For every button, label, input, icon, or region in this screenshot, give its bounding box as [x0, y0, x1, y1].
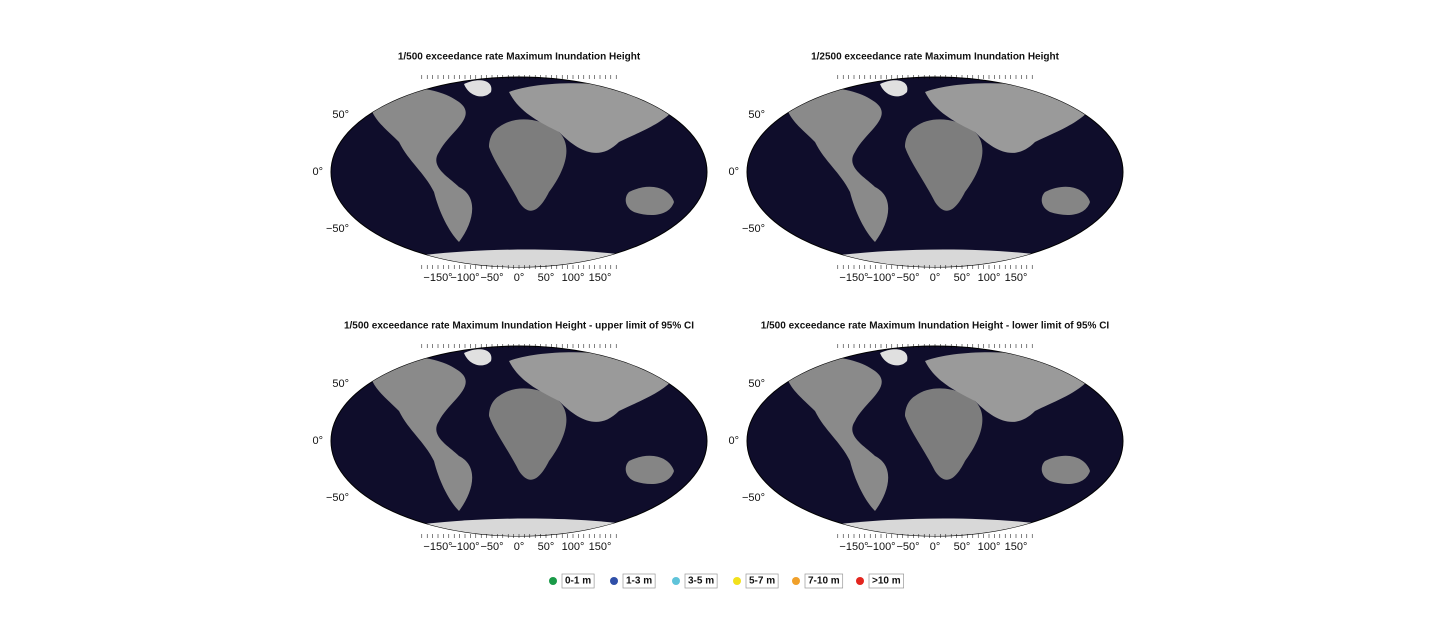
legend-label: 5-7 m: [749, 576, 775, 587]
y-tick-label: −50°: [326, 492, 349, 504]
legend-marker: [792, 577, 800, 585]
x-tick-label: −50°: [896, 272, 919, 284]
y-tick-label: 0°: [728, 166, 739, 178]
x-tick-label: 150°: [589, 272, 612, 284]
x-tick-label: 0°: [930, 541, 941, 553]
legend-box: [622, 573, 656, 589]
y-tick-label: 50°: [748, 378, 765, 390]
legend-label: 0-1 m: [565, 576, 591, 587]
legend-marker: [610, 577, 618, 585]
legend-marker: [672, 577, 680, 585]
y-tick-label: 0°: [728, 435, 739, 447]
x-tick-label: −150°: [423, 541, 452, 553]
x-tick-label: −50°: [896, 541, 919, 553]
legend-label: 1-3 m: [626, 576, 652, 587]
y-tick-label: 50°: [332, 109, 349, 121]
legend-item: 5-7 m: [733, 573, 779, 589]
panel-title: 1/500 exceedance rate Maximum Inundation…: [344, 321, 694, 332]
x-tick-label: −100°: [450, 272, 479, 284]
x-tick-label: −50°: [480, 272, 503, 284]
legend-marker: [549, 577, 557, 585]
legend-box: [684, 573, 718, 589]
legend-label: 7-10 m: [808, 576, 840, 587]
x-tick-label: 100°: [978, 272, 1001, 284]
legend-item: 7-10 m: [792, 573, 844, 589]
legend-label: 3-5 m: [688, 576, 714, 587]
legend-marker: [733, 577, 741, 585]
legend-label: >10 m: [872, 576, 901, 587]
y-tick-label: −50°: [326, 223, 349, 235]
x-tick-label: −100°: [866, 541, 895, 553]
y-tick-label: −50°: [742, 223, 765, 235]
legend-item: >10 m: [856, 573, 904, 589]
panel-title: 1/500 exceedance rate Maximum Inundation…: [761, 321, 1110, 332]
x-tick-label: 150°: [589, 541, 612, 553]
x-tick-label: 150°: [1005, 541, 1028, 553]
map-panel: 1/500 exceedance rate Maximum Inundation…: [312, 321, 708, 553]
x-tick-label: −150°: [839, 541, 868, 553]
map-panel: 1/500 exceedance rate Maximum Inundation…: [728, 321, 1124, 553]
x-tick-label: 50°: [954, 541, 971, 553]
map-panel: 1/500 exceedance rate Maximum Inundation…: [312, 52, 708, 284]
x-tick-label: 50°: [538, 541, 555, 553]
x-tick-label: −100°: [450, 541, 479, 553]
x-tick-label: 50°: [538, 272, 555, 284]
legend-item: 0-1 m: [549, 573, 595, 589]
legend-box: [868, 573, 904, 589]
y-tick-label: 50°: [748, 109, 765, 121]
legend-box: [745, 573, 779, 589]
x-tick-label: −150°: [839, 272, 868, 284]
legend-box: [804, 573, 844, 589]
x-tick-label: 0°: [514, 272, 525, 284]
y-tick-label: −50°: [742, 492, 765, 504]
y-tick-label: 0°: [312, 166, 323, 178]
x-tick-label: 0°: [514, 541, 525, 553]
legend-marker: [856, 577, 864, 585]
map-panel: 1/2500 exceedance rate Maximum Inundatio…: [728, 52, 1124, 284]
x-tick-label: −100°: [866, 272, 895, 284]
x-tick-label: 100°: [562, 272, 585, 284]
legend-item: 3-5 m: [672, 573, 718, 589]
y-tick-label: 50°: [332, 378, 349, 390]
legend-item: 1-3 m: [610, 573, 656, 589]
legend-box: [561, 573, 595, 589]
x-tick-label: 0°: [930, 272, 941, 284]
panel-title: 1/2500 exceedance rate Maximum Inundatio…: [811, 52, 1060, 63]
x-tick-label: 50°: [954, 272, 971, 284]
x-tick-label: −150°: [423, 272, 452, 284]
x-tick-label: 150°: [1005, 272, 1028, 284]
panel-title: 1/500 exceedance rate Maximum Inundation…: [398, 52, 641, 63]
y-tick-label: 0°: [312, 435, 323, 447]
x-tick-label: −50°: [480, 541, 503, 553]
x-tick-label: 100°: [978, 541, 1001, 553]
x-tick-label: 100°: [562, 541, 585, 553]
